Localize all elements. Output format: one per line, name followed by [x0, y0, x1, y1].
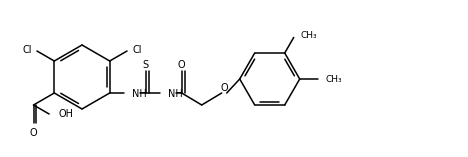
Text: Cl: Cl: [132, 45, 141, 55]
Text: NH: NH: [132, 89, 146, 99]
Text: O: O: [178, 60, 185, 70]
Text: S: S: [143, 60, 149, 70]
Text: O: O: [221, 83, 228, 93]
Text: CH₃: CH₃: [326, 75, 342, 84]
Text: CH₃: CH₃: [301, 31, 317, 40]
Text: NH: NH: [168, 89, 183, 99]
Text: O: O: [29, 128, 37, 138]
Text: OH: OH: [58, 109, 73, 119]
Text: Cl: Cl: [22, 45, 32, 55]
